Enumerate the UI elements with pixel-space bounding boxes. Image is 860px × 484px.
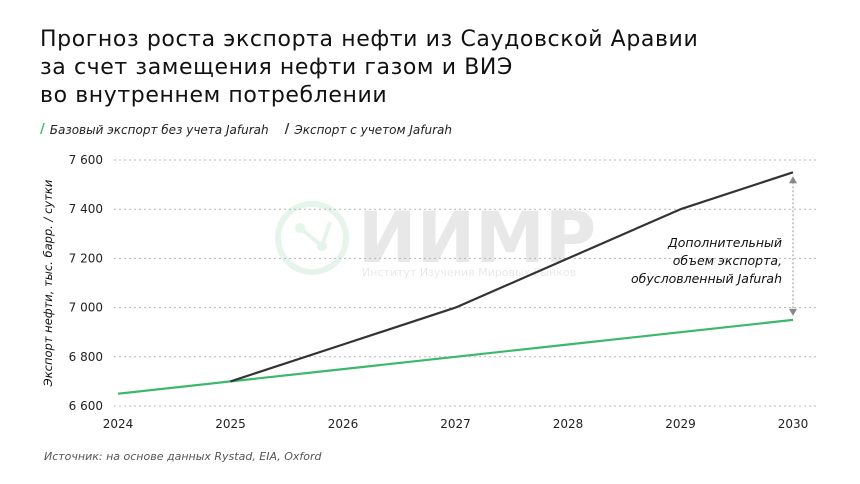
watermark-subtitle: Институт Изучения Мировых Рынков bbox=[362, 266, 576, 279]
legend-item-jafurah: / Экспорт с учетом Jafurah bbox=[285, 122, 452, 137]
legend-marker-base: / bbox=[40, 122, 45, 137]
y-tick-label: 7 600 bbox=[69, 153, 103, 167]
y-tick-label: 7 400 bbox=[69, 202, 103, 216]
chart-title: Прогноз роста экспорта нефти из Саудовск… bbox=[40, 26, 820, 110]
annotation-arrowhead-down bbox=[789, 308, 797, 316]
legend-label-jafurah: Экспорт с учетом Jafurah bbox=[294, 122, 452, 137]
x-tick-label: 2026 bbox=[328, 417, 359, 431]
x-tick-label: 2024 bbox=[103, 417, 134, 431]
title-line-2: за счет замещения нефти газом и ВИЭ bbox=[40, 55, 513, 80]
series-line-jafurah bbox=[230, 171, 794, 383]
y-axis-label: Экспорт нефти, тыс. барр. / сутки bbox=[41, 179, 55, 387]
x-tick-label: 2025 bbox=[215, 417, 246, 431]
y-tick-label: 6 800 bbox=[69, 350, 103, 364]
x-tick-label: 2027 bbox=[440, 417, 471, 431]
y-tick-label: 7 200 bbox=[69, 251, 103, 265]
legend-marker-jafurah: / bbox=[284, 122, 290, 137]
annotation-text-line: Дополнительный bbox=[667, 235, 782, 250]
chart-legend: / Базовый экспорт без учета Jafurah / Эк… bbox=[40, 122, 452, 137]
y-tick-label: 6 600 bbox=[69, 399, 103, 413]
legend-label-base: Базовый экспорт без учета Jafurah bbox=[49, 122, 269, 137]
series-lines bbox=[117, 171, 794, 395]
legend-item-base: / Базовый экспорт без учета Jafurah bbox=[40, 122, 269, 137]
title-line-1: Прогноз роста экспорта нефти из Саудовск… bbox=[40, 27, 699, 52]
x-tick-label: 2030 bbox=[778, 417, 809, 431]
title-line-3: во внутреннем потреблении bbox=[40, 83, 388, 108]
y-tick-label: 7 000 bbox=[69, 301, 103, 315]
annotation: Дополнительный объем экспорта, обусловленн… bbox=[631, 176, 797, 316]
x-tick-label: 2029 bbox=[665, 417, 696, 431]
watermark-name: ИИМР bbox=[358, 197, 596, 279]
y-axis: 6 600 6 800 7 000 7 200 7 400 7 600 bbox=[69, 153, 103, 413]
annotation-text-line: объем экспорта, bbox=[673, 253, 782, 268]
x-axis: 2024 2025 2026 2027 2028 2029 2030 bbox=[103, 417, 809, 431]
source-note: Источник: на основе данных Rystad, EIA, … bbox=[44, 450, 322, 463]
annotation-arrowhead-up bbox=[789, 176, 797, 184]
annotation-text-line: обусловленный Jafurah bbox=[631, 271, 782, 286]
watermark-logo: ИИМР Институт Изучения Мировых Рынков bbox=[275, 197, 596, 279]
x-tick-label: 2028 bbox=[553, 417, 584, 431]
